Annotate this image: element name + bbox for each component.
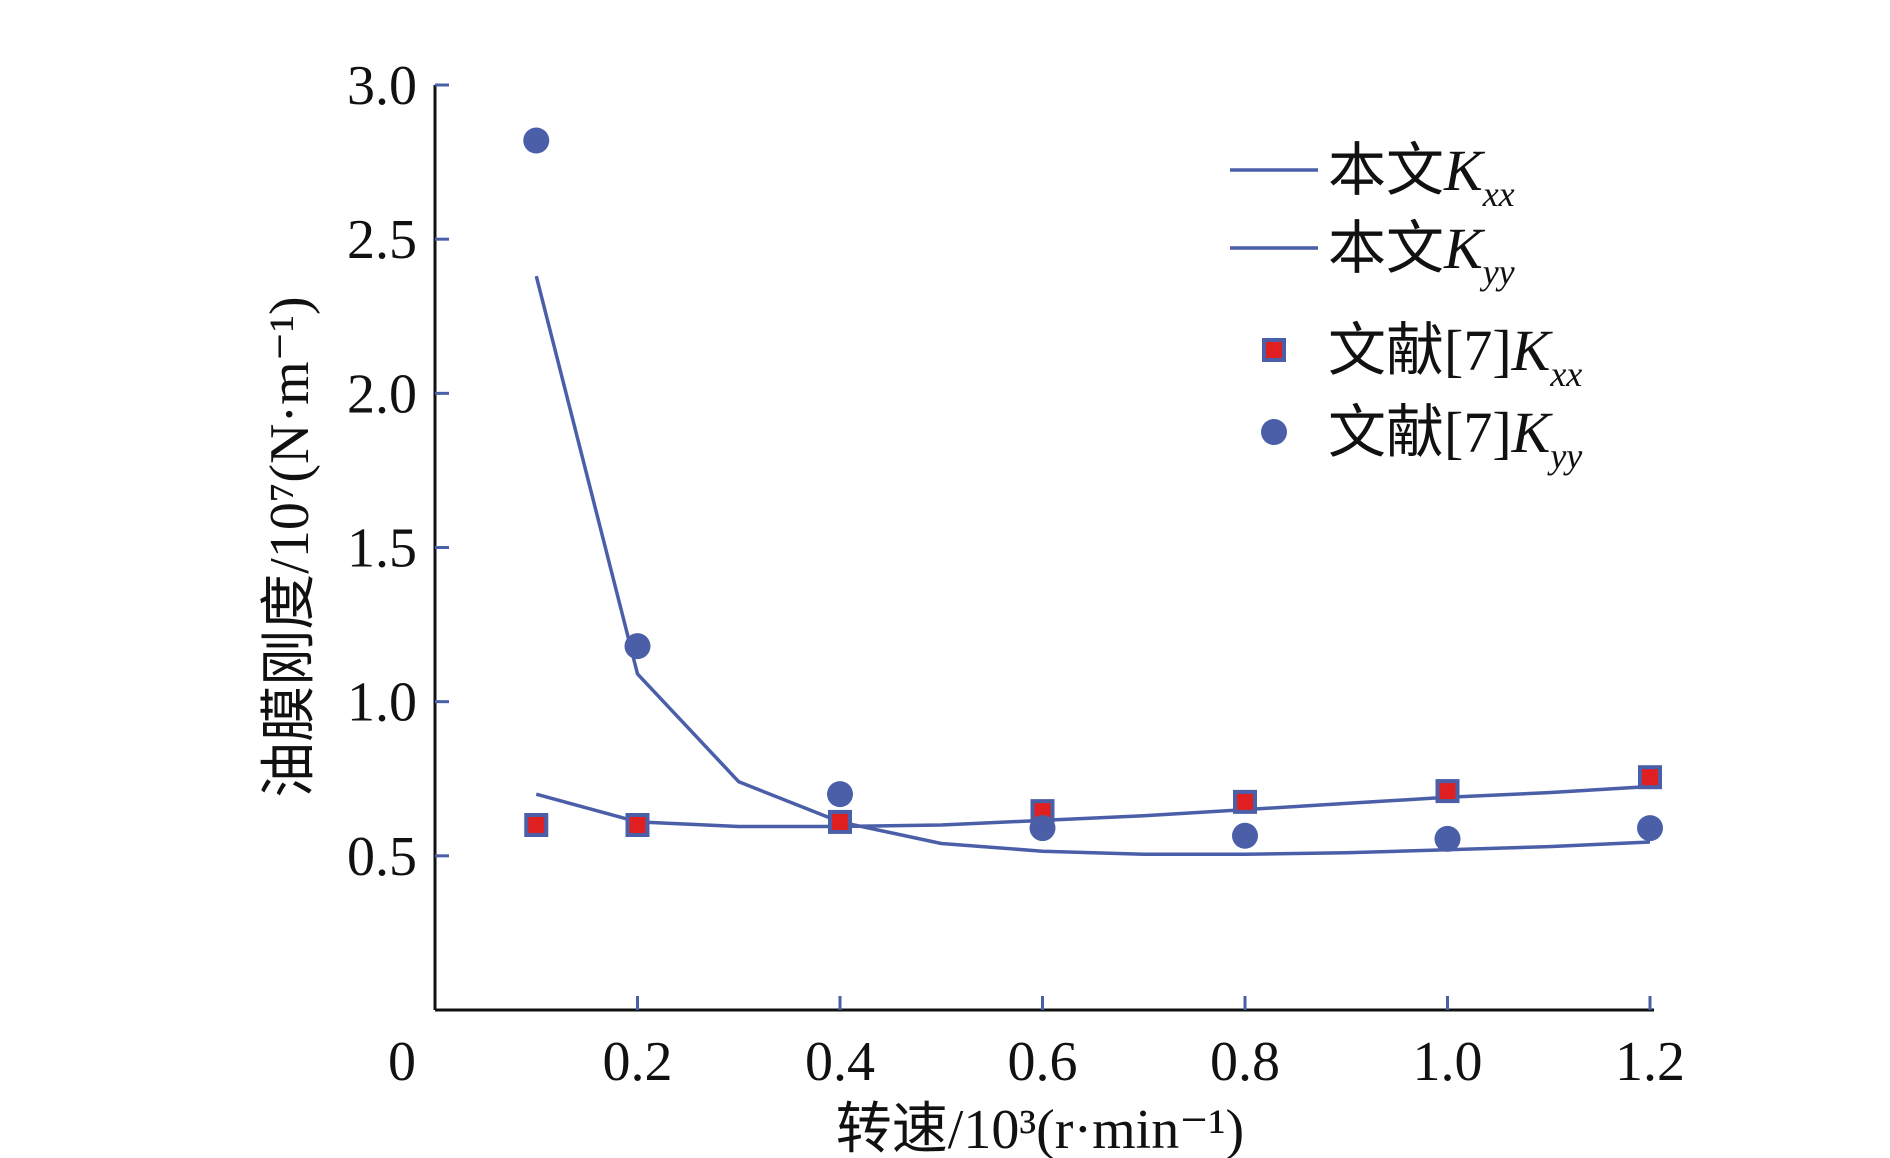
- x-origin-label: 0: [388, 1031, 416, 1093]
- x-tick-label: 0.2: [603, 1031, 673, 1093]
- legend-square-swatch: [1262, 338, 1286, 362]
- y-tick-label: 1.5: [347, 518, 417, 580]
- square-marker-xx: [1233, 789, 1257, 814]
- ticks: 0.5 1.0 1.5 2.0 2.5 3.0 0.2 0.4 0.6 0.8 1.0 1.2: [347, 55, 1685, 1093]
- circle-marker-yy: [1434, 825, 1461, 852]
- x-tick-label: 0.4: [805, 1031, 875, 1093]
- y-tick-label: 0.5: [347, 826, 417, 888]
- series-markers: [523, 127, 1663, 852]
- circle-marker-yy: [1232, 822, 1258, 849]
- square-marker-xx: [828, 809, 852, 834]
- y-tick-label: 2.0: [347, 363, 417, 425]
- series-line-xx: [535, 784, 1651, 829]
- square-marker-xx: [1435, 779, 1460, 804]
- square-marker-xx: [625, 813, 650, 837]
- y-tick-label: 2.5: [347, 209, 417, 271]
- x-axis-title: 转速/10³(r·min⁻¹): [836, 1099, 1244, 1158]
- y-tick-label: 3.0: [347, 55, 417, 117]
- circle-marker-yy: [624, 633, 651, 660]
- legend-label: 本文Kxx: [1328, 138, 1515, 214]
- x-tick-label: 1.0: [1413, 1031, 1483, 1093]
- y-axis-title: 油膜刚度/10⁷(N·m⁻¹): [259, 296, 321, 797]
- legend-label: 文献[7]Kyy: [1328, 400, 1582, 476]
- legend-label: 本文Kyy: [1328, 216, 1515, 292]
- circle-marker-yy: [827, 781, 853, 808]
- circle-marker-yy: [1029, 815, 1056, 842]
- legend-label: 文献[7]Kxx: [1328, 318, 1582, 394]
- legend-item-4: 文献[7]Kyy: [1261, 400, 1582, 476]
- y-tick-label: 1.0: [347, 672, 417, 734]
- legend-item-2: 本文Kyy: [1230, 216, 1515, 292]
- circle-marker-yy: [523, 127, 550, 154]
- square-marker-xx: [524, 813, 549, 837]
- circle-marker-yy: [1637, 815, 1663, 842]
- series-line-yy: [534, 275, 1651, 857]
- legend-item-3: 文献[7]Kxx: [1262, 318, 1582, 394]
- legend-circle-swatch: [1261, 419, 1287, 445]
- x-tick-label: 0.6: [1008, 1031, 1078, 1093]
- x-tick-label: 1.2: [1615, 1031, 1685, 1093]
- x-tick-label: 0.8: [1210, 1031, 1280, 1093]
- square-marker-xx: [1638, 765, 1662, 790]
- legend-item-1: 本文Kxx: [1230, 138, 1515, 214]
- series-lines: [534, 275, 1651, 857]
